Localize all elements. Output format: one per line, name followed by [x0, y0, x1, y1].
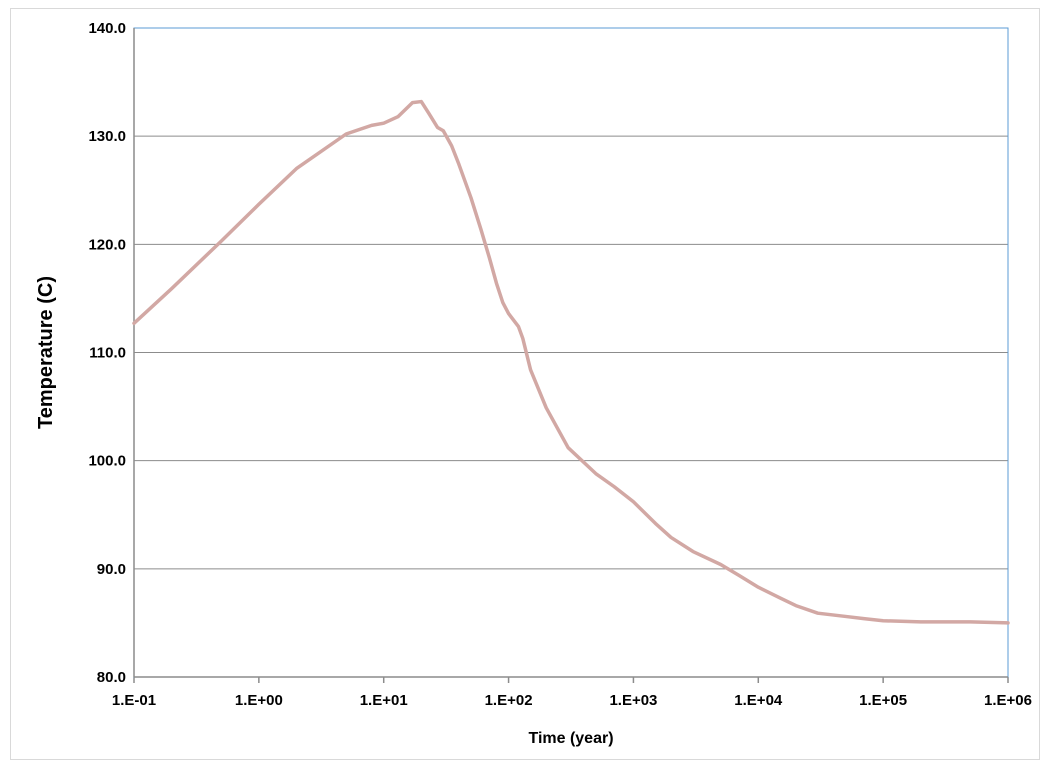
- y-tick-label: 140.0: [88, 20, 126, 37]
- y-tick-label: 90.0: [97, 561, 126, 578]
- y-tick-label: 120.0: [88, 236, 126, 253]
- x-tick-label: 1.E+04: [734, 692, 783, 709]
- x-tick-label: 1.E+02: [485, 692, 533, 709]
- x-tick-label: 1.E+06: [984, 692, 1032, 709]
- temperature-series-line: [132, 99, 1010, 625]
- y-tick-label: 100.0: [88, 453, 126, 470]
- chart-area: [10, 8, 1040, 760]
- gridlines: [133, 135, 1009, 683]
- x-tick-label: 1.E+01: [360, 692, 408, 709]
- x-tick-label: 1.E+03: [609, 692, 657, 709]
- y-axis-title: Temperature (C): [35, 276, 57, 429]
- x-tick-label: 1.E-01: [112, 692, 156, 709]
- x-axis-title: Time (year): [528, 730, 613, 747]
- y-tick-label: 80.0: [97, 669, 126, 686]
- x-tick-label: 1.E+00: [235, 692, 283, 709]
- y-tick-label: 110.0: [89, 345, 126, 362]
- tick-labels: 80.0 90.0 100.0 110.0 120.0 130.0 140.0 1.E-01 1…: [88, 20, 1032, 709]
- y-tick-label: 130.0: [88, 128, 126, 145]
- x-tick-label: 1.E+05: [859, 692, 907, 709]
- series-layer: [132, 99, 1010, 625]
